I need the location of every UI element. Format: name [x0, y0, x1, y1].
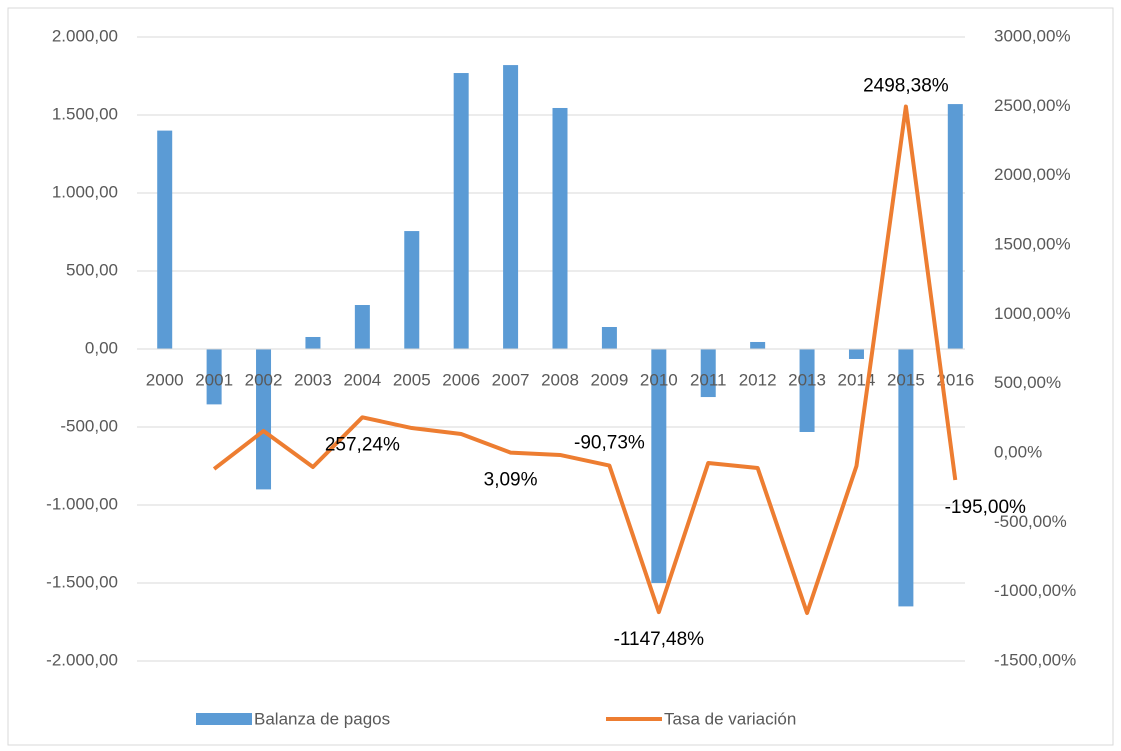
x-tick-label: 2001: [195, 370, 233, 389]
data-label: -90,73%: [574, 433, 645, 454]
bar: [601, 327, 617, 349]
bar: [552, 107, 568, 349]
x-tick-label: 2009: [590, 370, 628, 389]
bar: [157, 130, 173, 349]
x-tick-label: 2011: [690, 370, 727, 389]
bar: [354, 305, 370, 349]
y-tick-label: 500,00: [66, 260, 118, 279]
data-label: 3,09%: [484, 470, 538, 491]
y-tick-label: 2.000,00: [52, 26, 118, 45]
legend-label: Balanza de pagos: [254, 709, 390, 728]
bar: [750, 341, 766, 349]
x-tick-label: 2008: [541, 370, 579, 389]
bar: [898, 349, 914, 607]
y2-tick-label: 0,00%: [994, 442, 1042, 461]
bar: [404, 231, 420, 349]
y-tick-label: 1.000,00: [52, 182, 118, 201]
x-tick-label: 2004: [343, 370, 381, 389]
data-label: -1147,48%: [614, 629, 705, 650]
bar: [305, 336, 321, 349]
y2-tick-label: -500,00%: [994, 512, 1067, 531]
legend-label: Tasa de variación: [664, 709, 796, 728]
y2-tick-label: -1000,00%: [994, 581, 1076, 600]
bar: [799, 349, 815, 432]
legend-swatch: [196, 713, 252, 725]
data-label: 257,24%: [325, 434, 400, 455]
y-tick-label: -2.000,00: [46, 650, 118, 669]
y2-tick-label: 1000,00%: [994, 304, 1071, 323]
bar: [947, 104, 963, 349]
bar: [256, 349, 272, 490]
x-tick-label: 2005: [393, 370, 431, 389]
x-tick-label: 2000: [146, 370, 184, 389]
line: [212, 104, 958, 616]
data-label: 2498,38%: [863, 76, 949, 97]
y-tick-label: -1.000,00: [46, 494, 118, 513]
y2-tick-label: 2500,00%: [994, 96, 1071, 115]
bar: [651, 349, 667, 583]
y2-tick-label: 3000,00%: [994, 26, 1071, 45]
bar: [700, 349, 716, 398]
x-tick-label: 2010: [640, 370, 678, 389]
y-tick-label: 0,00: [85, 338, 118, 357]
x-tick-label: 2013: [788, 370, 826, 389]
x-tick-label: 2006: [442, 370, 480, 389]
x-tick-label: 2003: [294, 370, 332, 389]
y2-tick-label: 2000,00%: [994, 165, 1071, 184]
x-tick-label: 2016: [936, 370, 974, 389]
bar: [848, 349, 864, 359]
data-label: -195,00%: [945, 497, 1026, 518]
bar: [453, 73, 469, 349]
y-tick-label: 1.500,00: [52, 104, 118, 123]
y-tick-label: -500,00: [60, 416, 118, 435]
x-tick-label: 2012: [739, 370, 777, 389]
y-tick-label: -1.500,00: [46, 572, 118, 591]
x-tick-label: 2007: [492, 370, 530, 389]
y2-tick-label: 1500,00%: [994, 234, 1071, 253]
y2-tick-label: -1500,00%: [994, 650, 1076, 669]
x-tick-label: 2002: [245, 370, 283, 389]
bar: [503, 65, 519, 349]
y2-tick-label: 500,00%: [994, 373, 1061, 392]
x-tick-label: 2015: [887, 370, 925, 389]
bar: [206, 349, 222, 405]
